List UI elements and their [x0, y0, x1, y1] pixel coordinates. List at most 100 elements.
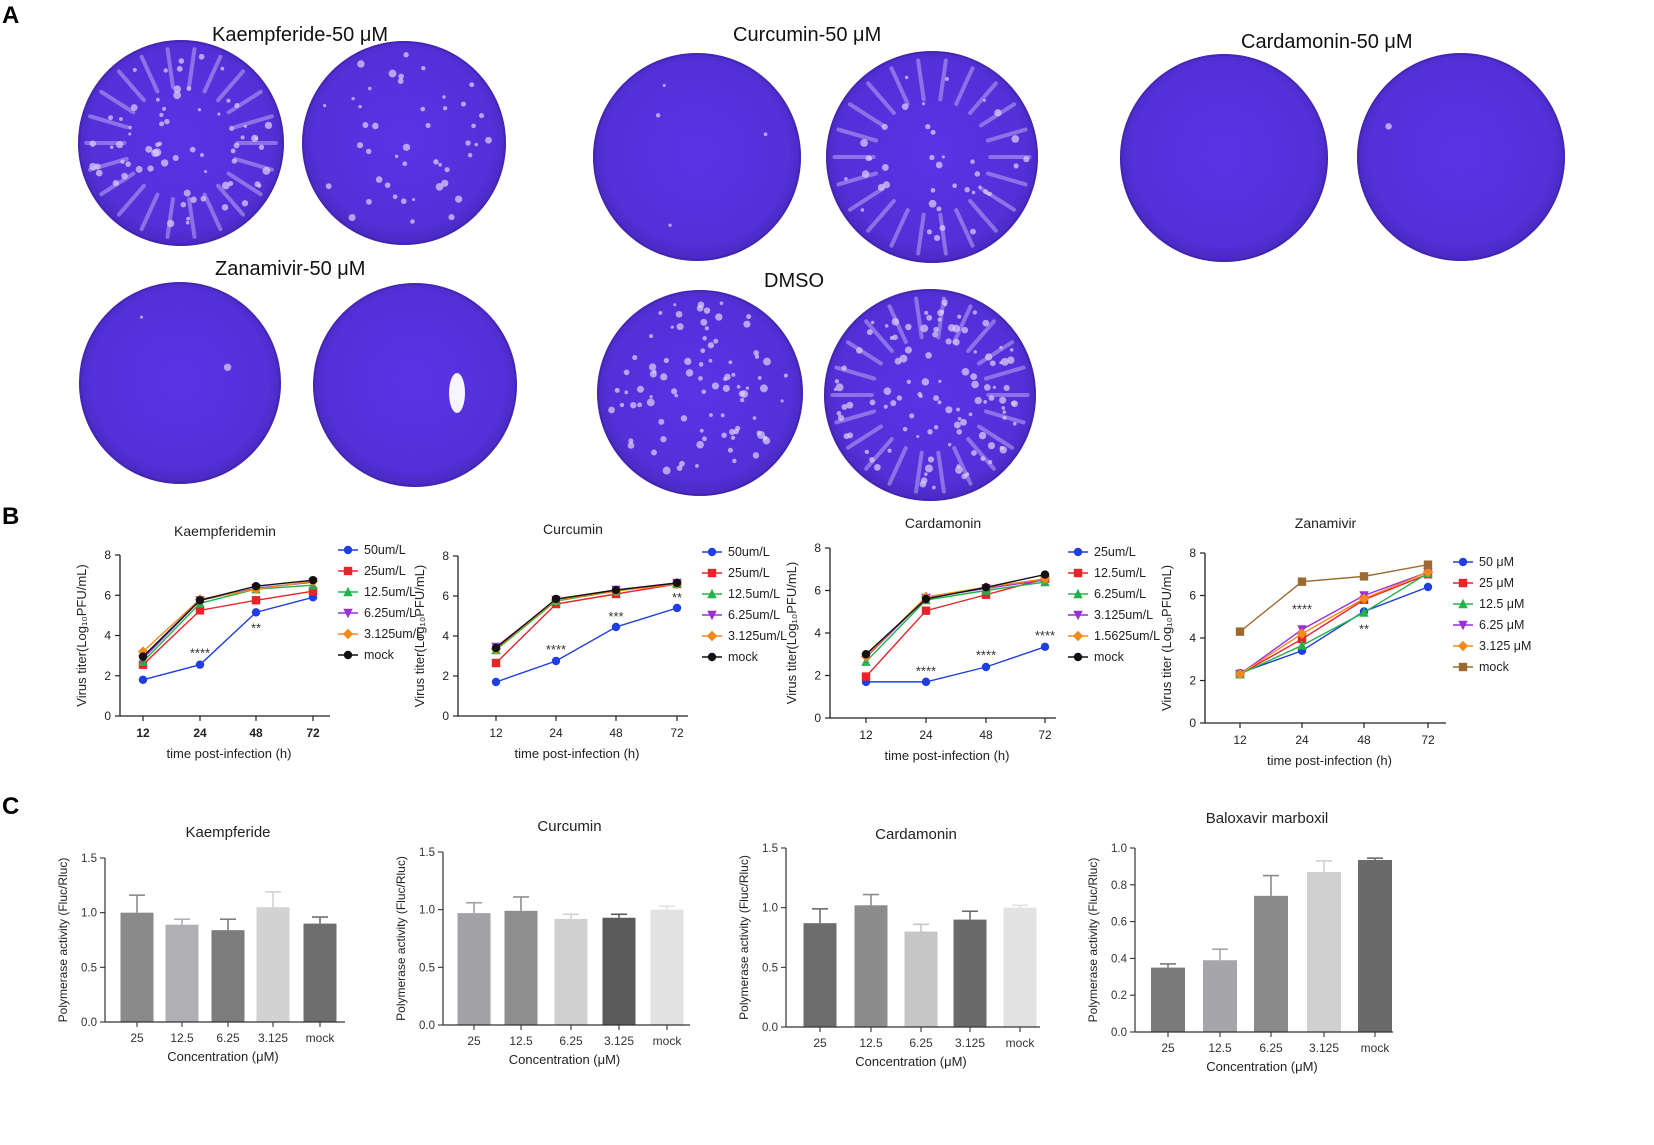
x-axis-label: time post-infection (h) — [167, 746, 292, 761]
plaque-spot — [933, 395, 940, 402]
plaque-spot — [724, 373, 731, 381]
plaque-spot — [719, 301, 724, 306]
bar — [1003, 907, 1037, 1027]
plaque-spot — [927, 429, 933, 435]
plaque-spot — [189, 146, 196, 153]
significance-label: **** — [916, 663, 936, 678]
plate-well — [1120, 54, 1328, 262]
plaque-spot — [961, 367, 970, 376]
chart-title: Kaempferide — [185, 824, 270, 841]
plaque-spot — [926, 314, 933, 321]
plaque-streak — [954, 66, 975, 106]
plaque-spot — [680, 415, 688, 422]
plaque-spot — [902, 426, 908, 432]
plaque-spot — [739, 397, 745, 403]
plaque-spot — [701, 389, 707, 395]
x-tick-label: mock — [1361, 1041, 1391, 1055]
plaque-spot — [708, 358, 713, 363]
plaque-spot — [924, 472, 928, 476]
plaque-streak — [914, 296, 924, 340]
data-point — [707, 652, 717, 662]
y-tick-label: 8 — [442, 549, 449, 563]
plaque-spot — [668, 223, 672, 227]
plaque-spot — [945, 338, 952, 345]
plaque-spot — [763, 357, 771, 366]
plaque-spot — [921, 378, 930, 386]
plaque-streak — [847, 186, 885, 212]
plaque-spot — [240, 135, 245, 140]
bar — [256, 907, 290, 1022]
plaque-spot — [746, 314, 752, 320]
data-point — [1457, 640, 1469, 652]
plaque-streak — [116, 69, 146, 103]
plaque-spot — [841, 404, 848, 410]
plaque-spot — [702, 436, 707, 442]
plaque-streak — [116, 183, 146, 217]
x-axis-label: time post-infection (h) — [515, 746, 640, 761]
y-tick-label: 1.0 — [419, 905, 435, 917]
plaque-spot — [1007, 356, 1015, 364]
plaque-spot — [709, 413, 713, 417]
plaque-spot — [869, 399, 876, 406]
plaque-spot — [971, 380, 979, 389]
plaque-spot — [697, 301, 705, 309]
plaque-spot — [833, 387, 837, 391]
plaque-streak — [847, 102, 885, 128]
plaque-spot — [933, 425, 939, 430]
plaque-spot — [121, 172, 128, 180]
plaque-spot — [890, 400, 897, 407]
y-tick-label: 4 — [814, 626, 821, 640]
plaque-spot — [968, 412, 973, 417]
plaque-streak — [845, 424, 883, 450]
plaque-spot — [351, 96, 355, 101]
plaque-spot — [655, 113, 661, 118]
plaque-spot — [732, 458, 737, 464]
data-point — [1458, 662, 1468, 672]
plaque-spot — [929, 154, 935, 161]
bar — [554, 918, 588, 1025]
plaque-spot — [696, 440, 704, 449]
plaque-spot — [844, 177, 848, 181]
x-tick-label: 6.25 — [1259, 1041, 1283, 1055]
plaque-spot — [952, 183, 957, 189]
plate-rim — [79, 282, 281, 484]
plaque-spot — [357, 60, 365, 68]
plaque-spot — [254, 136, 258, 141]
plaque-spot — [713, 338, 719, 344]
plaque-spot — [883, 404, 888, 409]
plaque-streak — [139, 54, 160, 94]
plaque-spot — [939, 224, 946, 232]
data-point — [981, 590, 991, 599]
plaque-streak — [216, 69, 246, 103]
plaque-spot — [937, 400, 942, 405]
plate-title-zanamivir: Zanamivir-50 μM — [215, 258, 366, 280]
data-point — [707, 568, 717, 578]
x-tick-label: 12 — [136, 726, 150, 740]
plaque-streak — [836, 171, 879, 187]
plaque-spot — [945, 406, 953, 414]
plate-rim — [593, 53, 801, 261]
series-line — [142, 590, 314, 666]
series-line — [865, 578, 1046, 657]
plaque-plate — [824, 289, 1036, 501]
chart-title: Curcumin — [537, 818, 601, 835]
plaque-spot — [220, 66, 225, 71]
plaque-spot — [410, 219, 415, 224]
plaque-spot — [730, 435, 736, 440]
plaque-spot — [978, 431, 987, 440]
legend-label: 50um/L — [728, 545, 770, 559]
plaque-spot — [837, 414, 845, 422]
plaque-spot — [752, 416, 757, 420]
plaque-spot — [676, 323, 684, 331]
plaque-spot — [444, 167, 450, 173]
plaque-spot — [1013, 163, 1019, 169]
plate-rim — [313, 283, 517, 487]
plaque-spot — [931, 485, 936, 490]
series-line — [1239, 571, 1429, 675]
plate-rim — [824, 289, 1036, 501]
plaque-spot — [896, 395, 903, 401]
plaque-spot — [978, 185, 982, 189]
y-tick-label: 4 — [442, 629, 449, 643]
